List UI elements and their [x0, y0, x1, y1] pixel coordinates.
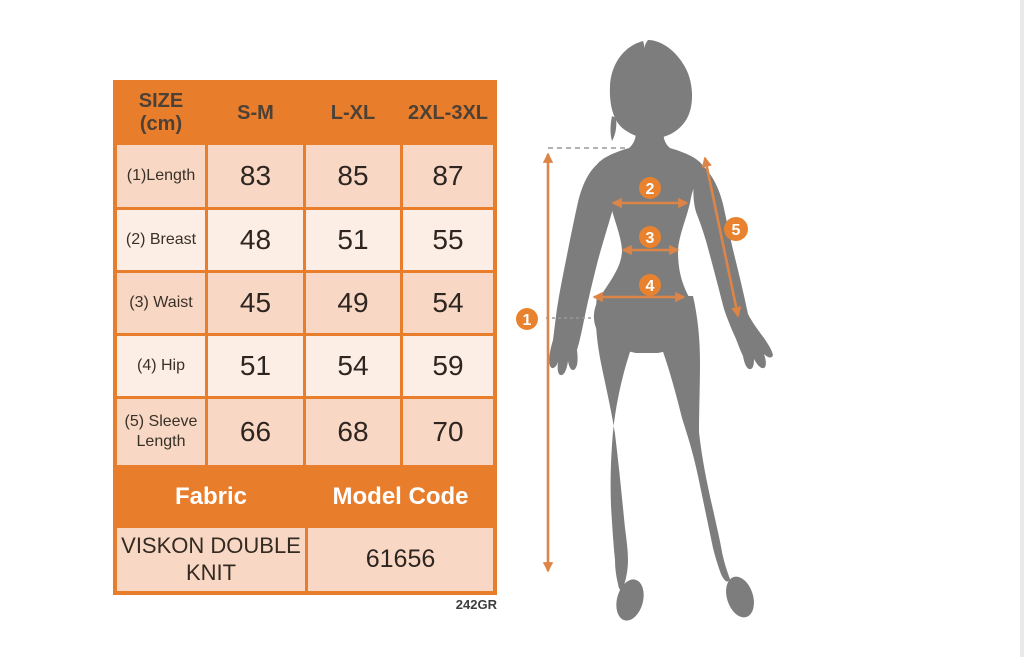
table-row: (5) Sleeve Length 66 68 70: [117, 399, 493, 465]
fabric-value: VISKON DOUBLE KNIT: [117, 528, 305, 591]
sleeve-arrow: [701, 156, 742, 318]
value-breast-sm: 48: [208, 210, 303, 270]
value-hip-lxl: 54: [306, 336, 400, 396]
measure-marker-2: 2: [639, 177, 661, 199]
row-label-waist: (3) Waist: [117, 273, 205, 333]
header-size-cm: SIZE (cm): [138, 90, 184, 135]
table-row: (4) Hip 51 54 59: [117, 336, 493, 396]
row-label-sleeve-length: (5) Sleeve Length: [117, 399, 205, 465]
model-code-value: 61656: [308, 528, 493, 591]
size-chart-table: SIZE (cm) S-M L-XL 2XL-3XL (1)Length 83 …: [113, 80, 497, 595]
header-col-sm: S-M: [237, 101, 274, 124]
measure-marker-3: 3: [639, 226, 661, 248]
value-breast-2xl3xl: 55: [403, 210, 493, 270]
row-label-length: (1)Length: [117, 145, 205, 207]
table-row: (2) Breast 48 51 55: [117, 210, 493, 270]
value-breast-lxl: 51: [306, 210, 400, 270]
value-sleeve-2xl3xl: 70: [403, 399, 493, 465]
svg-text:3: 3: [646, 230, 655, 247]
footer-fabric-label: Fabric: [174, 482, 248, 510]
row-label-breast: (2) Breast: [117, 210, 205, 270]
value-length-2xl3xl: 87: [403, 145, 493, 207]
guide-dashed-lines: [546, 147, 628, 319]
footer-model-code-label: Model Code: [332, 482, 469, 510]
value-hip-sm: 51: [208, 336, 303, 396]
svg-text:4: 4: [646, 278, 655, 295]
value-waist-sm: 45: [208, 273, 303, 333]
woman-silhouette-icon: [549, 40, 773, 621]
value-length-lxl: 85: [306, 145, 400, 207]
measure-marker-1: 1: [516, 308, 538, 330]
table-footer-header-row: Fabric Model Code: [117, 468, 493, 525]
table-row: (1)Length 83 85 87: [117, 145, 493, 207]
measure-marker-4: 4: [639, 274, 661, 296]
svg-text:2: 2: [646, 181, 655, 198]
image-edge-strip: [1020, 0, 1024, 657]
grammage-note: 242GR: [455, 597, 497, 612]
table-header-row: SIZE (cm) S-M L-XL 2XL-3XL: [117, 84, 493, 142]
measure-marker-5: 5: [724, 217, 748, 241]
measurement-diagram: 1 2 3 4 5: [500, 28, 800, 657]
header-col-lxl: L-XL: [330, 101, 376, 124]
svg-text:1: 1: [523, 312, 532, 329]
header-col-2xl3xl: 2XL-3XL: [407, 101, 489, 124]
table-row: (3) Waist 45 49 54: [117, 273, 493, 333]
body-silhouette-diagram: 1 2 3 4 5: [516, 40, 773, 621]
svg-text:5: 5: [732, 222, 741, 239]
value-length-sm: 83: [208, 145, 303, 207]
row-label-hip: (4) Hip: [117, 336, 205, 396]
value-sleeve-sm: 66: [208, 399, 303, 465]
value-waist-lxl: 49: [306, 273, 400, 333]
value-waist-2xl3xl: 54: [403, 273, 493, 333]
value-sleeve-lxl: 68: [306, 399, 400, 465]
value-hip-2xl3xl: 59: [403, 336, 493, 396]
table-footer-value-row: VISKON DOUBLE KNIT 61656: [117, 528, 493, 591]
